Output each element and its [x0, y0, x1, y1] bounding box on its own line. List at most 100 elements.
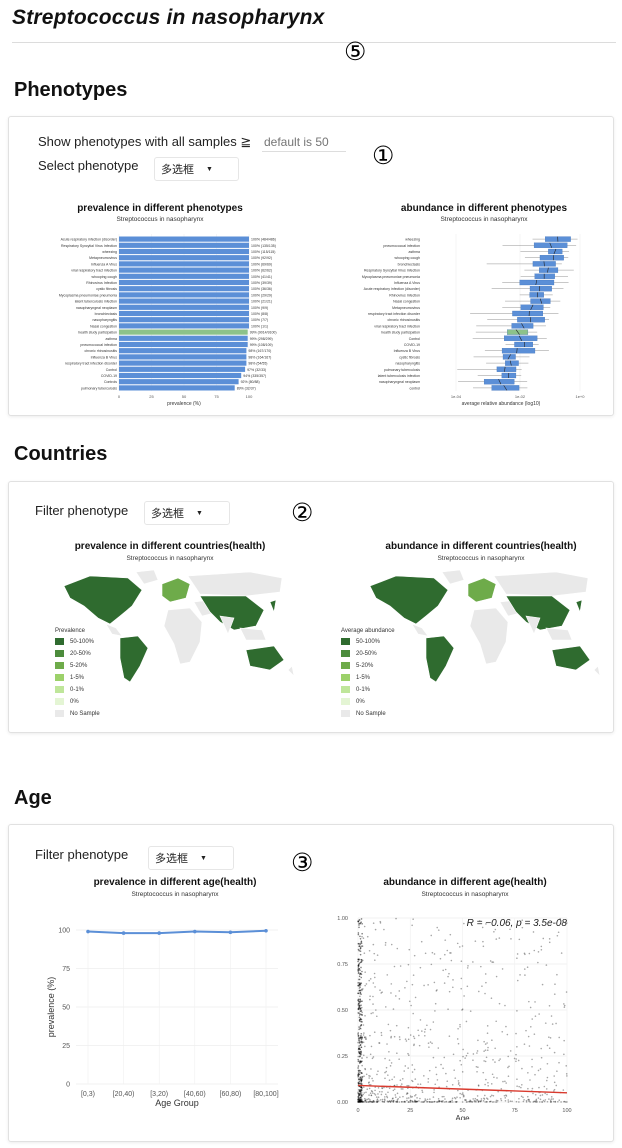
scatter-point	[521, 1083, 523, 1086]
scatter-point	[423, 984, 425, 987]
scatter-point	[560, 952, 563, 954]
scatter-point	[388, 1100, 391, 1102]
scatter-point	[384, 1099, 386, 1102]
scatter-point	[372, 1080, 374, 1082]
scatter-point	[420, 1101, 423, 1103]
scatter-point	[548, 1098, 550, 1100]
scatter-point	[465, 1099, 467, 1101]
x-axis-label: average relative abundance (log10)	[462, 401, 541, 407]
phenotype-multiselect[interactable]: 多选框 ▼	[154, 157, 239, 181]
scatter-point	[386, 1100, 389, 1102]
legend-item: 20-50%	[55, 650, 100, 657]
scatter-point	[554, 1101, 557, 1103]
scatter-point	[358, 1028, 360, 1031]
marker-2: ②	[291, 498, 314, 527]
scatter-point	[373, 1031, 376, 1033]
scatter-point	[368, 1087, 371, 1090]
scatter-point	[406, 1097, 408, 1099]
map-region-southeast-asia	[545, 627, 573, 641]
map-region-australia	[551, 645, 591, 671]
scatter-point	[506, 1033, 509, 1036]
box	[539, 267, 559, 273]
bar	[119, 360, 247, 366]
scatter-point	[359, 1008, 362, 1010]
bar	[119, 317, 249, 323]
scatter-point	[404, 986, 406, 989]
y-tick-label: 50	[62, 1005, 70, 1012]
category-label: asthma	[106, 337, 118, 341]
scatter-point	[426, 1101, 428, 1103]
scatter-point	[366, 1088, 369, 1090]
scatter-point	[541, 983, 544, 986]
map-region-india	[525, 615, 541, 635]
scatter-point	[383, 1096, 386, 1098]
scatter-point	[508, 1065, 510, 1068]
scatter-point	[393, 1088, 396, 1091]
scatter-point	[532, 931, 535, 933]
scatter-point	[453, 1069, 455, 1071]
median-line	[553, 248, 557, 255]
scatter-point	[357, 1091, 359, 1094]
scatter-point	[490, 1100, 492, 1103]
scatter-point	[473, 1099, 476, 1102]
category-label: Nasal congestion	[90, 324, 117, 328]
scatter-point	[357, 1067, 359, 1069]
scatter-point	[500, 1088, 503, 1090]
scatter-point	[448, 1101, 451, 1103]
y-axis-label: prevalence (%)	[46, 977, 56, 1038]
scatter-point	[398, 1036, 401, 1038]
x-axis-label: Age	[455, 1114, 470, 1120]
scatter-point	[504, 1080, 506, 1083]
scatter-point	[449, 933, 452, 936]
scatter-point	[381, 991, 383, 993]
scatter-point	[444, 953, 446, 956]
scatter-point	[369, 1092, 372, 1095]
scatter-point	[490, 1083, 493, 1085]
scatter-point	[534, 1101, 537, 1103]
scatter-point	[528, 1000, 530, 1003]
scatter-point	[482, 945, 485, 948]
scatter-point	[359, 1090, 361, 1093]
marker-1: ①	[372, 141, 395, 170]
category-label: whooping cough	[395, 256, 421, 260]
scatter-point	[441, 1101, 443, 1103]
scatter-point	[359, 986, 361, 988]
scatter-point	[516, 1078, 518, 1081]
scatter-point	[472, 1098, 475, 1100]
scatter-point	[565, 1065, 568, 1067]
scatter-point	[376, 954, 379, 956]
scatter-point	[483, 1040, 485, 1043]
threshold-input[interactable]	[262, 133, 346, 152]
scatter-point	[361, 1021, 363, 1023]
scatter-point	[531, 1065, 533, 1068]
scatter-point	[357, 933, 360, 936]
prevalence-phenotype-chart-title: prevalence in different phenotypes	[77, 203, 243, 214]
category-label: Metapneumovirus	[89, 256, 117, 260]
age-phenotype-multiselect[interactable]: 多选框 ▼	[148, 846, 234, 870]
scatter-point	[367, 1101, 370, 1103]
countries-phenotype-multiselect[interactable]: 多选框 ▼	[144, 501, 230, 525]
x-tick-label: 0	[356, 1108, 359, 1114]
category-label: asthma	[409, 250, 421, 254]
scatter-point	[400, 1101, 403, 1103]
legend-label: 0-1%	[70, 687, 85, 694]
scatter-point	[503, 1094, 506, 1097]
scatter-point	[438, 1100, 441, 1102]
scatter-point	[546, 1062, 549, 1065]
countries-heading: Countries	[14, 443, 108, 465]
scatter-point	[368, 979, 371, 982]
scatter-point	[557, 1100, 559, 1103]
scatter-point	[402, 1095, 404, 1098]
scatter-point	[504, 1100, 507, 1102]
legend-label: No Sample	[356, 711, 386, 718]
category-label: COVID-19	[101, 374, 117, 378]
category-label: Control	[409, 337, 421, 341]
scatter-point	[360, 1082, 362, 1085]
scatter-point	[449, 952, 451, 954]
median-line	[515, 329, 520, 335]
scatter-point	[417, 1083, 419, 1085]
scatter-point	[489, 1100, 491, 1103]
scatter-point	[469, 1099, 471, 1102]
scatter-point	[368, 1094, 370, 1096]
scatter-point	[390, 1036, 392, 1039]
